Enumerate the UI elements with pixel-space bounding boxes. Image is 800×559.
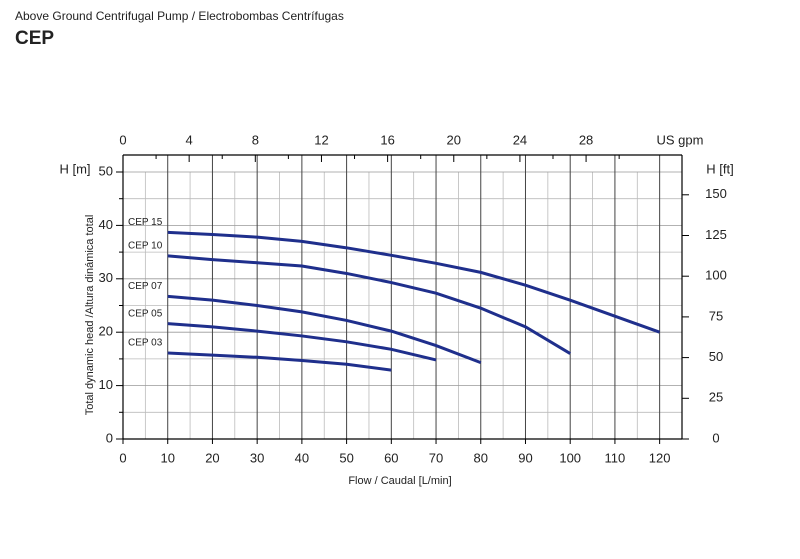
y-axis-label: Total dynamic head /Altura dinámica tota… <box>84 215 96 416</box>
x-tick-label: 40 <box>295 450 309 465</box>
x-tick-label: 50 <box>339 450 353 465</box>
x2-tick-label: 16 <box>380 132 394 147</box>
curve-label: CEP 15 <box>128 217 163 228</box>
curve-label: CEP 07 <box>128 281 163 292</box>
x-tick-label: 30 <box>250 450 264 465</box>
y-tick-label: 30 <box>99 270 113 285</box>
x-tick-label: 70 <box>429 450 443 465</box>
x-axis-label: Flow / Caudal [L/min] <box>348 475 451 487</box>
x-tick-label: 80 <box>474 450 488 465</box>
y-tick-label: 0 <box>106 430 113 445</box>
y-tick-label: 40 <box>99 217 113 232</box>
x-tick-label: 0 <box>119 450 126 465</box>
x2-tick-label: 24 <box>513 132 527 147</box>
y2-tick-label: 150 <box>705 186 727 201</box>
x2-tick-label: 20 <box>447 132 461 147</box>
y2-tick-label: 50 <box>709 349 723 364</box>
x-tick-label: 100 <box>559 450 581 465</box>
y2-tick-label: 125 <box>705 227 727 242</box>
y2-unit-label: H [ft] <box>706 161 733 176</box>
curve <box>167 294 482 365</box>
y2-tick-label: 25 <box>709 390 723 405</box>
y2-tick-label: 100 <box>705 268 727 283</box>
x-tick-label: 10 <box>160 450 174 465</box>
curve-label: CEP 03 <box>128 338 163 349</box>
x-tick-label: 110 <box>605 450 626 465</box>
x-tick-label: 120 <box>649 450 671 465</box>
x2-tick-label: 28 <box>579 132 593 147</box>
curve-label: CEP 05 <box>128 308 163 319</box>
chart-title: Above Ground Centrifugal Pump / Electrob… <box>15 9 344 23</box>
x2-tick-label: 4 <box>186 132 193 147</box>
curve <box>167 230 661 334</box>
x-tick-label: 90 <box>518 450 532 465</box>
x-tick-label: 60 <box>384 450 398 465</box>
x2-unit-label: US gpm <box>657 132 704 147</box>
x2-tick-label: 0 <box>119 132 126 147</box>
curve <box>167 322 437 362</box>
x2-tick-label: 12 <box>314 132 328 147</box>
curve-label: CEP 10 <box>128 240 163 251</box>
curve <box>167 351 392 372</box>
y-tick-label: 50 <box>99 163 113 178</box>
y-tick-label: 20 <box>99 324 113 339</box>
y2-tick-label: 75 <box>709 308 723 323</box>
curve <box>167 254 571 355</box>
x2-tick-label: 8 <box>252 132 259 147</box>
y2-tick-label: 0 <box>712 430 719 445</box>
y-unit-label: H [m] <box>59 161 90 176</box>
chart-subtitle: CEP <box>15 28 54 49</box>
y-tick-label: 10 <box>99 377 113 392</box>
x-tick-label: 20 <box>205 450 219 465</box>
